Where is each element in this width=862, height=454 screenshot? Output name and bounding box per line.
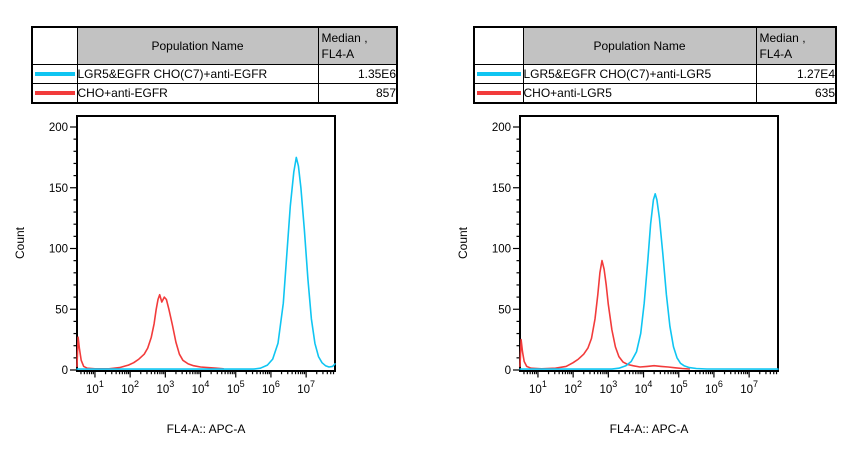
series-curve [76,293,225,370]
y-tick-label: 200 [49,122,68,134]
y-tick-label: 100 [492,244,511,256]
population-name-header: Population Name [76,26,319,65]
median-value: 857 [317,83,398,104]
median-header-line1: Median , [759,31,806,45]
x-tick-label: 102 [564,379,582,396]
swatch-cell [31,64,78,84]
y-tick-label: 50 [498,304,511,316]
table-row: CHO+anti-LGR5 635 [473,83,837,104]
x-tick-label: 104 [192,379,210,396]
table-header-row: Population Name Median , FL4-A [473,26,837,65]
x-tick-label: 107 [740,379,758,396]
x-tick-label: 105 [670,379,688,396]
histogram-plot-right: 0 50 100 150 200 101 102 103 104 105 106 107 Count FL… [456,115,779,436]
x-tick-label: 101 [529,379,547,396]
series-curve [76,156,336,370]
x-tick-label: 103 [156,379,174,396]
histogram-plot-left: 0 50 100 150 200 101 102 103 104 105 106 107 Count FL… [13,115,336,436]
x-tick-label: 103 [599,379,617,396]
median-header: Median , FL4-A [755,26,837,65]
swatch-cell [31,83,78,104]
y-tick-label: 50 [55,304,68,316]
red-line-swatch [477,91,521,95]
stats-table-right: Population Name Median , FL4-A LGR5&EGFR … [473,26,837,104]
median-value: 1.27E4 [755,64,837,84]
y-axis-title: Count [13,226,27,259]
series-curve [519,193,779,370]
y-tick-label: 150 [492,183,511,195]
median-value: 635 [755,83,837,104]
table-row: CHO+anti-EGFR 857 [31,83,398,104]
population-name: LGR5&EGFR CHO(C7)+anti-LGR5 [522,64,757,84]
y-tick-label: 0 [505,365,511,377]
x-tick-label: 105 [227,379,245,396]
red-line-swatch [35,91,75,95]
x-axis-title: FL4-A:: APC-A [610,422,689,436]
swatch-header-cell [31,26,78,65]
y-axis-title: Count [456,226,470,259]
population-name: CHO+anti-EGFR [76,83,319,104]
x-tick-label: 104 [635,379,653,396]
stats-table-left: Population Name Median , FL4-A LGR5&EGFR … [31,26,398,104]
series-curve [519,259,691,370]
x-tick-label: 101 [86,379,104,396]
plot-frame [76,115,336,372]
table-header-row: Population Name Median , FL4-A [31,26,398,65]
y-tick-label: 100 [49,244,68,256]
x-axis-title: FL4-A:: APC-A [167,422,246,436]
x-tick-label: 106 [262,379,280,396]
table-row: LGR5&EGFR CHO(C7)+anti-EGFR 1.35E6 [31,64,398,84]
swatch-cell [473,83,524,104]
x-tick-label: 107 [297,379,315,396]
population-name: CHO+anti-LGR5 [522,83,757,104]
population-name: LGR5&EGFR CHO(C7)+anti-EGFR [76,64,319,84]
cyan-line-swatch [35,72,75,76]
median-value: 1.35E6 [317,64,398,84]
cyan-line-swatch [477,72,521,76]
median-header-line2: FL4-A [759,47,793,61]
median-header-line1: Median , [321,31,368,45]
swatch-cell [473,64,524,84]
plot-frame [519,115,779,372]
x-tick-label: 106 [705,379,723,396]
swatch-header-cell [473,26,524,65]
x-tick-label: 102 [121,379,139,396]
y-tick-label: 150 [49,183,68,195]
population-name-header: Population Name [522,26,757,65]
median-header-line2: FL4-A [321,47,355,61]
table-row: LGR5&EGFR CHO(C7)+anti-LGR5 1.27E4 [473,64,837,84]
y-tick-label: 200 [492,122,511,134]
y-tick-label: 0 [62,365,68,377]
median-header: Median , FL4-A [317,26,398,65]
